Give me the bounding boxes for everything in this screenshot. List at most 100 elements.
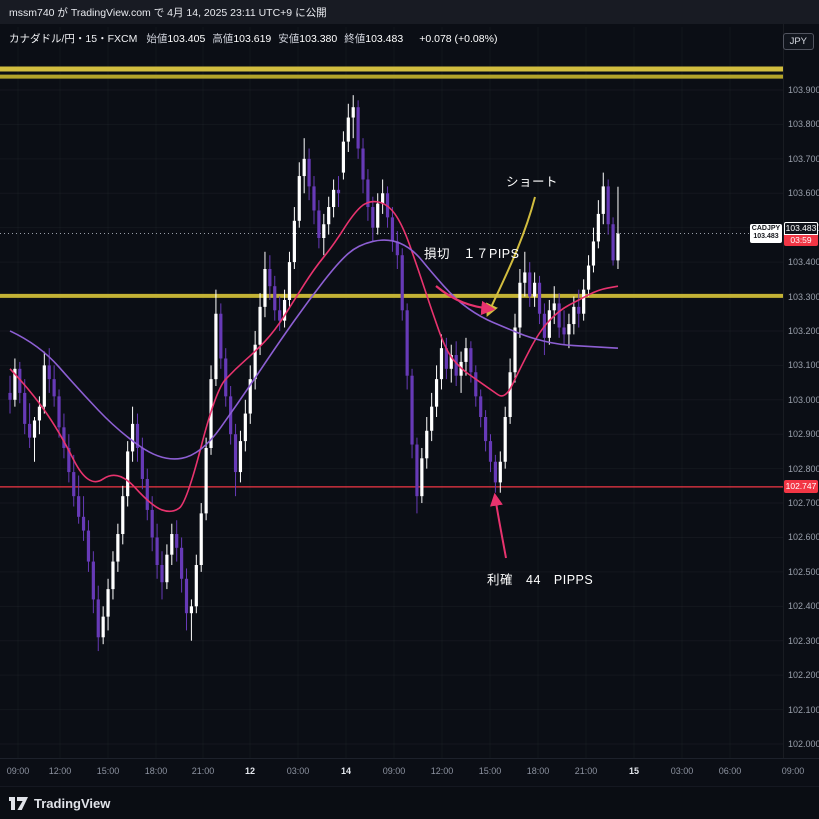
candle [488, 441, 493, 462]
price-scale-label: 103.000 [788, 394, 819, 405]
candle [155, 537, 159, 566]
candle [258, 306, 262, 345]
takeprofit-arrow[interactable] [490, 492, 507, 559]
candle [547, 310, 551, 338]
candle [434, 379, 439, 407]
candle [430, 406, 434, 431]
candle [361, 148, 365, 180]
candle [238, 441, 243, 473]
price-scale-label: 102.200 [788, 670, 819, 681]
candle [32, 420, 37, 438]
candle [572, 306, 576, 325]
legend-symbol-title[interactable]: カナダドル/円・15・FXCM [9, 33, 138, 45]
time-scale-label: 03:00 [286, 766, 310, 776]
bar-countdown-badge: 03:59 [784, 234, 818, 246]
candle [381, 193, 385, 204]
candle [77, 496, 81, 517]
annotation-takeprofit-label[interactable]: 利確 44 PIPPS [487, 573, 594, 587]
candle [444, 348, 448, 369]
price-scale-label: 102.500 [788, 566, 819, 577]
time-scale-label: 09:00 [6, 766, 30, 776]
candle [37, 406, 42, 421]
candle [135, 423, 140, 448]
candle [8, 392, 12, 400]
candlestick-chart[interactable] [0, 0, 783, 786]
candle [194, 565, 198, 607]
fast-ma-line [9, 200, 619, 513]
candle [376, 203, 380, 228]
time-scale-date-label: 14 [340, 766, 352, 776]
ohlc-value: 103.405 [167, 33, 206, 45]
currency-unit-button[interactable]: JPY [782, 33, 814, 50]
attribution-bar: TradingView [0, 786, 819, 819]
legend-change: +0.078 (+0.08%) [419, 32, 498, 45]
candle [121, 496, 125, 535]
candles [8, 95, 620, 652]
price-scale-label: 103.700 [788, 153, 819, 164]
current-price-value: 103.483 [784, 221, 818, 235]
price-scale-label: 103.400 [788, 257, 819, 268]
candle [513, 327, 517, 373]
price-scale[interactable]: 103.900103.800103.700103.600103.500103.4… [783, 24, 819, 758]
candle [96, 599, 100, 638]
candle [297, 176, 301, 221]
ohlc-value: 103.380 [299, 33, 338, 45]
price-scale-label: 102.900 [788, 429, 819, 440]
time-scale-label: 15:00 [96, 766, 120, 776]
candle [52, 379, 56, 397]
chart-legend: カナダドル/円・15・FXCM 始値103.405 高値103.619 安値103.… [9, 31, 497, 46]
candle [62, 427, 66, 448]
annotation-stoploss-label[interactable]: 損切 １７PIPS [424, 247, 520, 261]
candle [562, 327, 566, 335]
time-scale-label: 12:00 [430, 766, 454, 776]
candle [165, 554, 169, 583]
candle [273, 286, 277, 311]
candle [439, 348, 444, 380]
symbol-price-label-price: 103.483 [753, 233, 779, 241]
candle [395, 241, 399, 256]
current-price-badge: 103.483 03:59 [784, 221, 818, 246]
candle [145, 478, 149, 510]
stoploss-curve[interactable] [435, 285, 496, 316]
candle [42, 365, 46, 407]
candle [47, 365, 51, 380]
candle [582, 289, 586, 314]
publish-text: mssm740 が TradingView.com で 4月 14, 2025 … [9, 6, 327, 19]
grid [0, 27, 783, 758]
price-scale-label: 102.000 [788, 739, 819, 749]
symbol-price-label: CADJPY 103.483 [750, 223, 782, 243]
candle [253, 344, 257, 380]
price-scale-label: 103.300 [788, 291, 819, 302]
price-scale-label: 103.800 [788, 119, 819, 130]
price-scale-label: 102.700 [788, 498, 819, 509]
price-scale-label: 103.900 [788, 85, 819, 95]
brand-text[interactable]: TradingView [34, 795, 111, 811]
publish-bar: mssm740 が TradingView.com で 4月 14, 2025 … [0, 0, 819, 24]
time-scale-label: 09:00 [382, 766, 406, 776]
time-scale-label: 15:00 [478, 766, 502, 776]
price-scale-label: 103.200 [788, 325, 819, 336]
candle [356, 107, 360, 149]
candle [106, 589, 110, 617]
candle [214, 313, 218, 380]
candle [479, 396, 483, 417]
price-scale-label: 103.600 [788, 188, 819, 199]
time-scale-label: 12:00 [48, 766, 72, 776]
candle [616, 233, 620, 261]
candle [23, 392, 27, 424]
ohlc-value: 103.483 [365, 33, 404, 45]
candle [528, 272, 532, 297]
candle [67, 447, 71, 473]
candle [160, 565, 164, 583]
time-scale[interactable]: 09:00 12:00 15:00 18:00 21:00 12 03:00 14 09:00 1… [0, 758, 819, 787]
annotation-short-label[interactable]: ショート [506, 175, 559, 189]
legend-ohlc-values: 始値103.405 高値103.619 安値103.380 終値103.483 [146, 31, 410, 46]
candle [518, 282, 522, 328]
candle [371, 207, 375, 228]
tradingview-logo-icon[interactable] [9, 796, 28, 810]
candle [268, 268, 272, 287]
candle [322, 224, 326, 239]
candle [317, 210, 321, 239]
candle [302, 158, 306, 177]
candle [180, 547, 184, 579]
